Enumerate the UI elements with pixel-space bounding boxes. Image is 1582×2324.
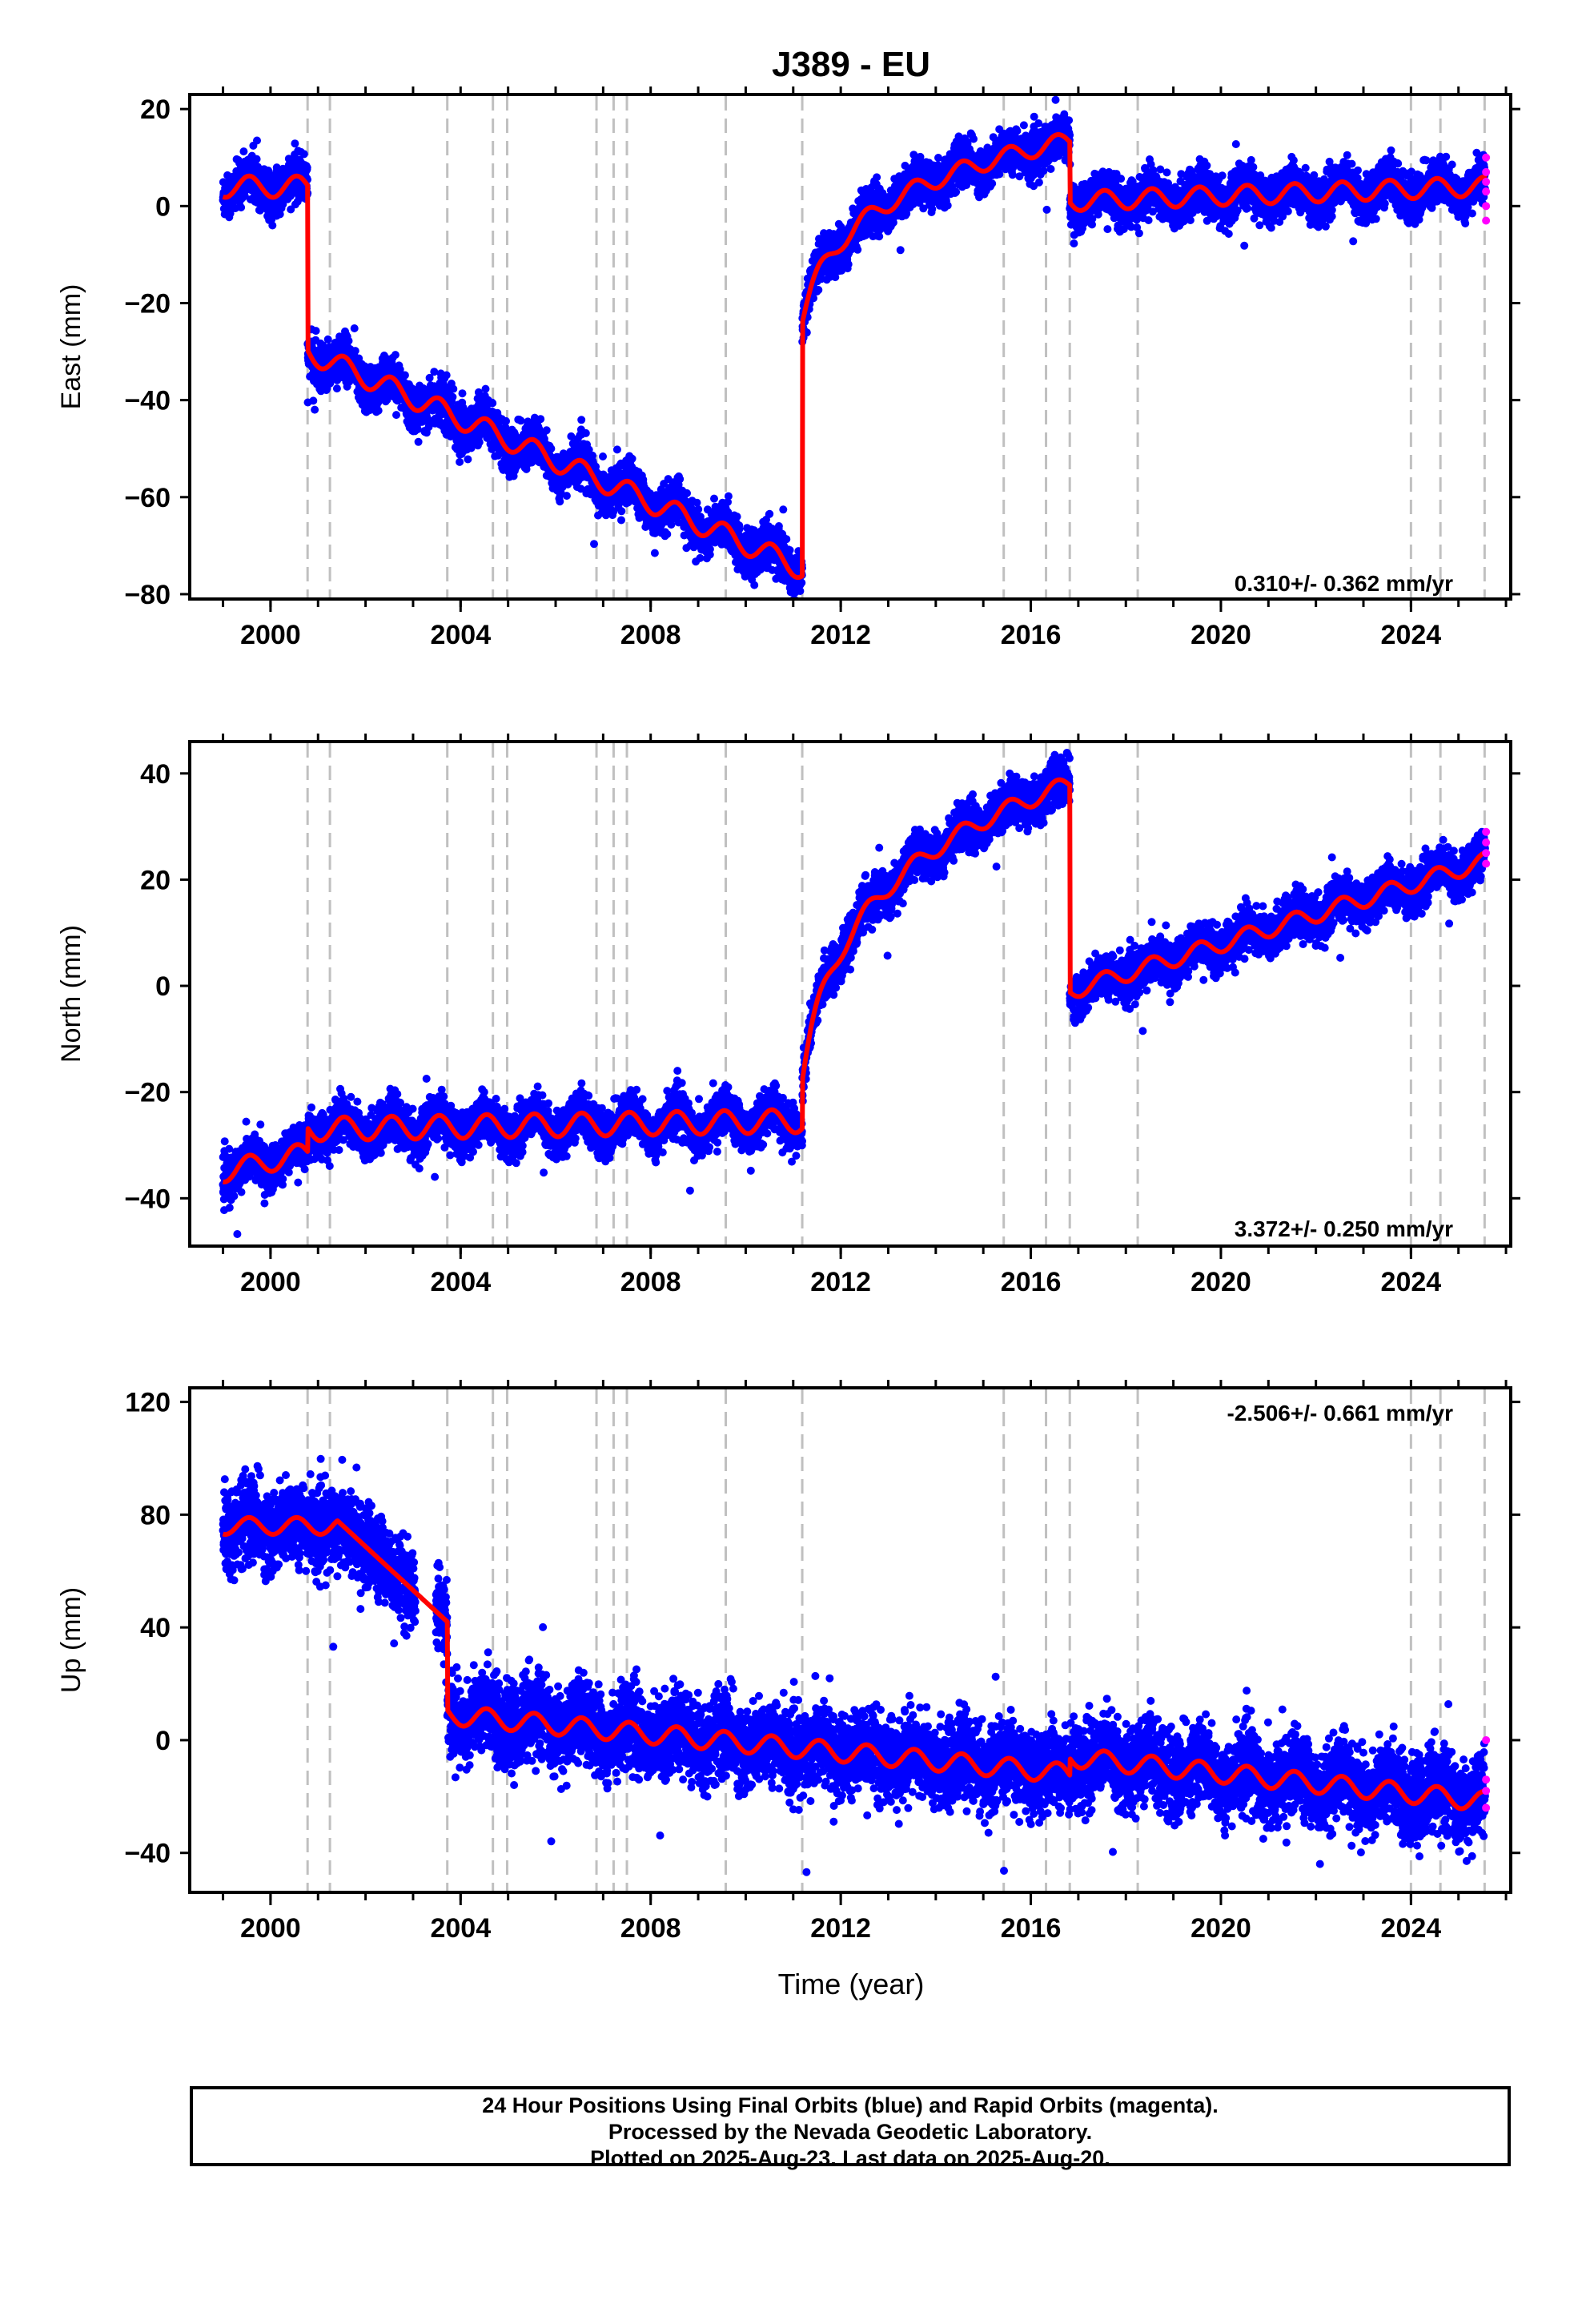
up-rapid-points — [1482, 1735, 1491, 1812]
up-data-points — [219, 1454, 1489, 1876]
up-x-tick-label-0: 2000 — [240, 1913, 301, 1944]
x-axis-label: Time (year) — [778, 1968, 925, 2000]
up-y-axis-label: Up (mm) — [56, 1587, 86, 1693]
chart-title: J389 - EU — [772, 45, 930, 84]
up-model-line — [221, 1514, 1489, 1811]
up-panel: 120 80 40 0 −40 2000 2004 2008 2012 2016 2020 2024… — [56, 1380, 1520, 1944]
east-y-ticks: 20 0 −20 −40 −60 −80 — [124, 94, 1520, 610]
caption-box: 24 Hour Positions Using Final Orbits (bl… — [190, 2086, 1511, 2170]
east-x-ticks: 2000 2004 2008 2012 2016 2020 2024 — [222, 86, 1508, 650]
north-x-tick-label-6: 2024 — [1381, 1267, 1442, 1297]
east-x-tick-label-0: 2000 — [240, 620, 301, 650]
north-y-axis-label: North (mm) — [56, 925, 86, 1063]
east-y-tick-label-0: 20 — [140, 94, 171, 125]
north-plot-frame — [188, 740, 1512, 1248]
north-rapid-point-1 — [1482, 838, 1491, 846]
east-model-line — [221, 132, 1489, 581]
up-final-orbit-points — [219, 1454, 1489, 1876]
north-y-tick-label-1: 20 — [140, 865, 171, 895]
up-x-tick-label-3: 2012 — [810, 1913, 871, 1944]
up-y-tick-label-2: 40 — [140, 1613, 171, 1643]
north-model-line — [221, 777, 1489, 1184]
up-rapid-point-3 — [1482, 1803, 1491, 1812]
up-x-tick-label-2: 2008 — [620, 1913, 681, 1944]
east-x-tick-label-1: 2004 — [430, 620, 491, 650]
east-x-tick-label-2: 2008 — [620, 620, 681, 650]
north-x-ticks: 2000 2004 2008 2012 2016 2020 2024 — [222, 734, 1508, 1297]
east-panel: 20 0 −20 −40 −60 −80 2000 2004 2008 2012 2016 2020… — [56, 86, 1520, 650]
up-model-curve — [221, 1514, 1489, 1811]
east-y-tick-label-1: 0 — [155, 191, 171, 222]
up-x-tick-label-6: 2024 — [1381, 1913, 1442, 1944]
north-y-ticks: 40 20 0 −20 −40 — [124, 759, 1520, 1214]
north-panel: 40 20 0 −20 −40 2000 2004 2008 2012 2016 2020 2024… — [56, 734, 1520, 1297]
north-x-tick-label-1: 2004 — [430, 1267, 491, 1297]
north-x-tick-label-3: 2012 — [810, 1267, 871, 1297]
east-x-tick-label-4: 2016 — [1001, 620, 1062, 650]
up-x-tick-label-4: 2016 — [1001, 1913, 1062, 1944]
up-plot-frame — [188, 1386, 1512, 1894]
east-rapid-point-1 — [1482, 167, 1491, 176]
up-step-lines — [306, 1389, 1486, 1891]
east-final-orbit-points — [219, 95, 1489, 599]
east-x-tick-label-6: 2024 — [1381, 620, 1442, 650]
up-rate-label: -2.506+/- 0.661 mm/yr — [1227, 1401, 1453, 1425]
east-rate-label: 0.310+/- 0.362 mm/yr — [1235, 571, 1453, 596]
north-step-lines — [306, 743, 1486, 1244]
up-y-tick-label-1: 80 — [140, 1500, 171, 1530]
north-rate-label: 3.372+/- 0.250 mm/yr — [1235, 1216, 1453, 1241]
north-x-tick-label-2: 2008 — [620, 1267, 681, 1297]
up-x-ticks: 2000 2004 2008 2012 2016 2020 2024 — [222, 1380, 1508, 1944]
north-rapid-point-3 — [1482, 859, 1491, 868]
north-y-tick-label-2: 0 — [155, 971, 171, 1002]
up-rapid-point-2 — [1482, 1787, 1491, 1795]
up-y-tick-label-3: 0 — [155, 1726, 171, 1756]
north-y-tick-label-3: −20 — [124, 1078, 171, 1108]
north-data-points — [219, 749, 1489, 1238]
up-y-tick-label-4: −40 — [124, 1839, 171, 1869]
up-y-ticks: 120 80 40 0 −40 — [124, 1388, 1520, 1869]
east-rapid-point-5 — [1482, 178, 1491, 187]
caption-line-1: 24 Hour Positions Using Final Orbits (bl… — [482, 2093, 1219, 2117]
east-y-tick-label-4: −60 — [124, 483, 171, 513]
up-x-tick-label-1: 2004 — [430, 1913, 491, 1944]
east-y-tick-label-3: −40 — [124, 386, 171, 416]
east-x-tick-label-5: 2020 — [1191, 620, 1251, 650]
east-rapid-point-3 — [1482, 202, 1491, 211]
north-rapid-point-2 — [1482, 849, 1491, 858]
north-x-tick-label-5: 2020 — [1191, 1267, 1251, 1297]
east-rapid-point-4 — [1482, 216, 1491, 225]
east-y-tick-label-5: −80 — [124, 580, 171, 610]
north-y-tick-label-0: 40 — [140, 759, 171, 790]
north-y-tick-label-4: −40 — [124, 1184, 171, 1214]
east-rapid-point-0 — [1482, 153, 1491, 162]
east-rapid-point-2 — [1482, 187, 1491, 196]
east-plot-frame — [188, 93, 1512, 601]
north-final-orbit-points — [219, 749, 1489, 1238]
north-rapid-point-0 — [1482, 827, 1491, 836]
east-y-tick-label-2: −20 — [124, 288, 171, 319]
caption-line-2: Processed by the Nevada Geodetic Laborat… — [608, 2120, 1093, 2144]
north-x-tick-label-4: 2016 — [1001, 1267, 1062, 1297]
north-rapid-points — [1482, 827, 1491, 868]
up-y-tick-label-0: 120 — [125, 1388, 171, 1418]
east-model-curve — [221, 132, 1489, 581]
north-model-curve — [221, 777, 1489, 1184]
up-rapid-point-0 — [1482, 1735, 1491, 1744]
east-x-tick-label-3: 2012 — [810, 620, 871, 650]
up-rapid-point-1 — [1482, 1775, 1491, 1784]
east-step-lines — [306, 96, 1486, 597]
north-x-tick-label-0: 2000 — [240, 1267, 301, 1297]
caption-line-3: Plotted on 2025-Aug-23. Last data on 202… — [590, 2146, 1110, 2170]
east-data-points — [219, 95, 1489, 599]
east-rapid-points — [1482, 153, 1491, 225]
east-y-axis-label: East (mm) — [56, 284, 86, 410]
up-x-tick-label-5: 2020 — [1191, 1913, 1251, 1944]
